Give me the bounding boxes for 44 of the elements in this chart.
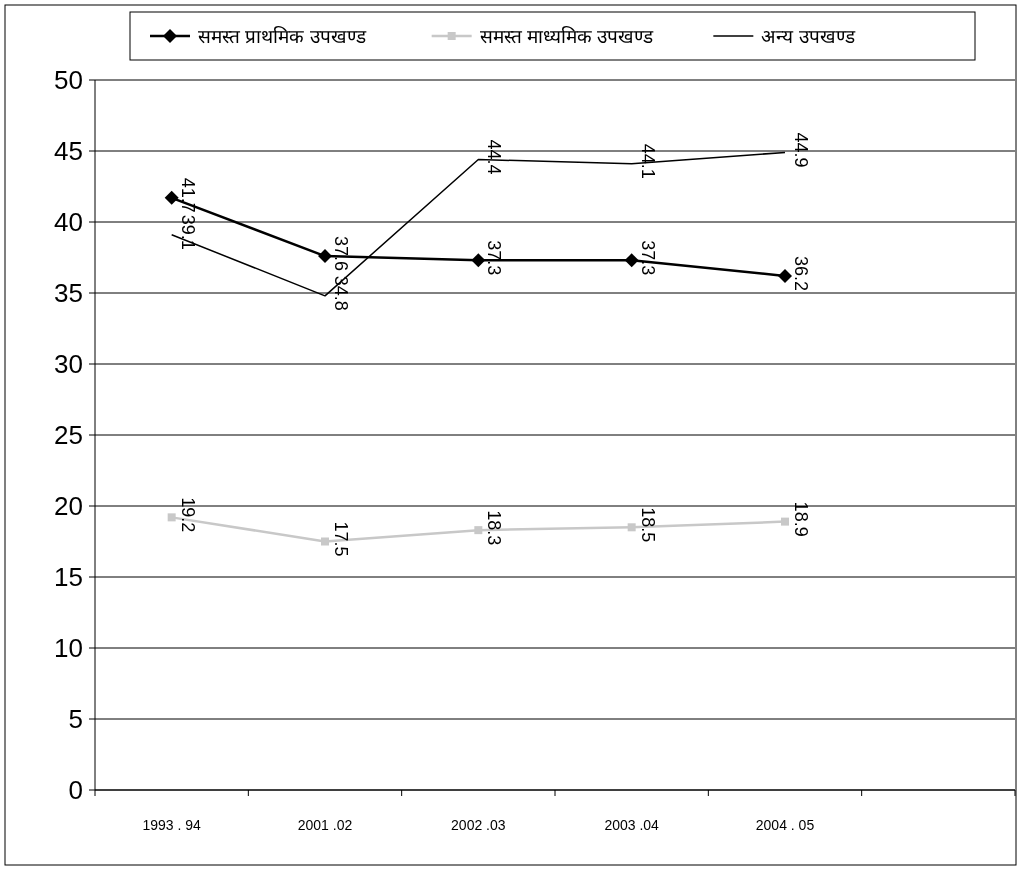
point [167,513,176,522]
point [474,526,483,535]
data-label: 19.2 [177,497,198,533]
point [321,537,329,546]
data-label: 44.9 [791,132,811,168]
y-tick-label: 5 [68,704,83,734]
data-label: 17.5 [331,521,351,557]
point [624,253,639,268]
x-tick-label: 2001 .02 [297,817,353,833]
y-tick-label: 0 [68,775,83,805]
data-label: 37.3 [484,240,505,276]
data-label: 37.3 [637,240,658,276]
y-tick-label: 20 [54,491,83,521]
x-tick-label: 2004 . 05 [755,817,815,833]
point [164,190,179,205]
legend-label: समस्त माध्यमिक उपखण्ड [479,25,655,47]
data-label: 39.1 [177,214,198,250]
y-tick-label: 35 [54,278,83,308]
y-tick-label: 40 [54,207,83,237]
y-tick-label: 25 [54,420,83,450]
legend-label: अन्य उपखण्ड [761,26,856,47]
data-label: 44.1 [637,143,658,179]
point [471,253,486,268]
data-label: 18.3 [484,510,505,546]
point [778,268,792,283]
data-label: 18.5 [637,507,658,543]
legend-label: समस्त प्राथमिक उपखण्ड [198,25,367,47]
data-label: 37.6 [331,236,351,272]
data-label: 34.8 [331,275,351,311]
data-label: 18.9 [791,501,811,537]
y-tick-label: 45 [54,136,83,166]
data-label: 44.4 [484,139,505,175]
x-tick-label: 2002 .03 [451,817,506,833]
data-label: 41.7 [177,177,198,213]
y-tick-label: 10 [54,633,83,663]
point [781,517,789,526]
point [318,249,332,264]
y-tick-label: 15 [54,562,83,592]
point [627,523,636,532]
x-tick-label: 1993 . 94 [142,817,202,833]
y-tick-label: 30 [54,349,83,379]
data-label: 36.2 [791,255,811,292]
x-tick-label: 2003 .04 [604,817,660,833]
y-tick-label: 50 [54,65,83,95]
